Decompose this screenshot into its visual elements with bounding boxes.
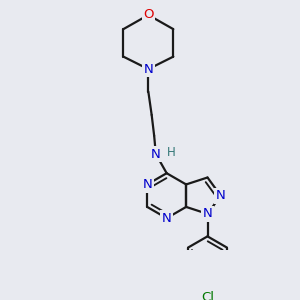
Text: O: O	[143, 8, 154, 22]
Text: Cl: Cl	[201, 291, 214, 300]
Text: H: H	[167, 146, 175, 159]
Text: N: N	[143, 63, 153, 76]
Text: N: N	[216, 189, 226, 202]
Text: N: N	[162, 212, 172, 225]
Text: N: N	[142, 178, 152, 191]
Text: N: N	[151, 148, 161, 160]
Text: N: N	[202, 207, 212, 220]
